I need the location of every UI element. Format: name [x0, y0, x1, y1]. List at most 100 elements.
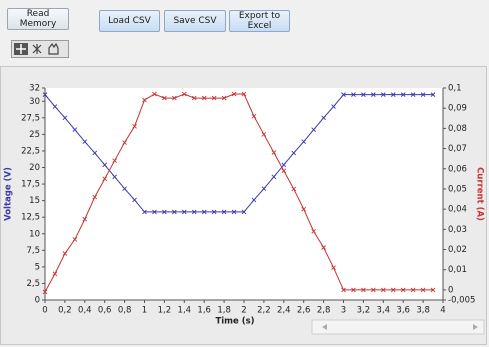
point-marker	[410, 287, 416, 293]
x-tick-label: 0,4	[78, 306, 92, 316]
point-marker	[112, 158, 117, 164]
point-marker	[52, 104, 58, 109]
read-memory-button[interactable]: Read Memory	[7, 8, 69, 30]
point-marker	[311, 127, 316, 133]
y-tick-label: 32	[29, 84, 40, 94]
x-tick-label: 3,6	[396, 306, 410, 316]
scroll-left[interactable]	[322, 324, 327, 330]
point-marker	[162, 209, 167, 215]
y-tick-label: 17,5	[21, 180, 40, 190]
x-tick-label: 4	[440, 306, 445, 316]
pan-tool[interactable]	[48, 42, 59, 55]
point-marker	[221, 209, 227, 215]
point-marker	[152, 91, 157, 97]
load-csv-button[interactable]: Load CSV	[99, 10, 160, 32]
point-marker	[221, 95, 227, 101]
y-axis-title: Voltage (V)	[4, 167, 14, 221]
y-tick-label: 27,5	[21, 113, 40, 123]
x-tick-label: 2,2	[257, 306, 271, 316]
point-marker	[380, 92, 386, 97]
point-marker	[311, 229, 316, 234]
point-marker	[102, 162, 108, 168]
point-marker	[201, 209, 207, 215]
point-marker	[142, 209, 147, 215]
point-marker	[281, 162, 287, 168]
series-line	[44, 93, 434, 293]
y-tick-label: 5	[35, 262, 40, 272]
point-marker	[82, 216, 88, 222]
point-marker	[261, 186, 267, 192]
point-marker	[400, 92, 406, 97]
point-marker	[251, 197, 257, 203]
x-tick-label: 1,8	[217, 306, 231, 316]
zoom-tool[interactable]	[32, 44, 42, 54]
x-tick-label: 3,8	[416, 306, 430, 316]
y-tick-label: 12,5	[21, 213, 40, 223]
y-tick-label: 22,5	[21, 146, 40, 156]
point-marker	[390, 92, 396, 97]
scroll-right[interactable]	[473, 324, 478, 330]
y2-tick-label: 0,02	[448, 245, 467, 255]
plot-area	[45, 88, 443, 300]
point-marker	[271, 150, 277, 155]
point-marker	[211, 95, 217, 101]
point-marker	[72, 127, 78, 133]
point-marker	[172, 209, 177, 215]
x-tick-label: 0,2	[58, 306, 72, 316]
point-marker	[351, 287, 356, 293]
point-marker	[331, 265, 336, 271]
y2-tick-label: 0,01	[448, 265, 467, 275]
scrollbar[interactable]	[311, 319, 485, 335]
point-marker	[241, 209, 247, 215]
point-marker	[331, 104, 336, 109]
point-marker	[92, 150, 98, 156]
point-marker	[62, 115, 68, 121]
point-marker	[162, 95, 167, 101]
x-tick-label: 1,2	[158, 306, 172, 316]
point-marker	[152, 209, 157, 215]
point-marker	[172, 95, 177, 101]
point-marker	[241, 91, 247, 97]
point-marker	[132, 124, 137, 129]
point-marker	[400, 287, 406, 293]
y2-tick-label: 0	[448, 285, 453, 295]
point-marker	[420, 287, 426, 293]
x-tick-label: 2,4	[277, 306, 291, 316]
y2-tick-label: -0,005	[448, 296, 475, 306]
point-marker	[112, 174, 117, 180]
point-marker	[52, 271, 58, 277]
y2-tick-label: 0,03	[448, 225, 467, 235]
x-tick-label: 3,4	[377, 306, 391, 316]
y-tick-label: 10	[29, 229, 40, 239]
point-marker	[371, 92, 376, 97]
x-tick-label: 1	[142, 306, 147, 316]
save-csv-button[interactable]: Save CSV	[164, 10, 226, 32]
x-tick-label: 0	[42, 306, 47, 316]
point-marker	[122, 140, 127, 145]
point-marker	[231, 91, 237, 97]
y2-tick-label: 0,05	[448, 184, 467, 194]
point-marker	[102, 176, 108, 182]
x-tick-label: 2,6	[297, 306, 311, 316]
point-marker	[351, 92, 356, 97]
y2-tick-label: 0,1	[448, 84, 462, 94]
x-axis-title: Time (s)	[215, 317, 254, 327]
point-marker	[251, 113, 257, 119]
point-marker	[430, 287, 436, 293]
point-marker	[291, 186, 297, 192]
point-marker	[301, 139, 307, 144]
y2-tick-label: 0,06	[448, 164, 467, 174]
export-excel-button[interactable]: Export to Excel	[229, 10, 290, 32]
point-marker	[181, 209, 187, 215]
point-marker	[341, 92, 346, 97]
x-tick-label: 0,6	[98, 306, 112, 316]
point-marker	[281, 168, 287, 174]
y2-tick-label: 0,09	[448, 104, 467, 114]
x-tick-label: 2	[241, 306, 246, 316]
point-marker	[301, 206, 307, 212]
x-tick-label: 1,4	[178, 306, 192, 316]
x-tick-label: 3,2	[357, 306, 371, 316]
point-marker	[361, 287, 366, 293]
point-marker	[82, 139, 88, 144]
